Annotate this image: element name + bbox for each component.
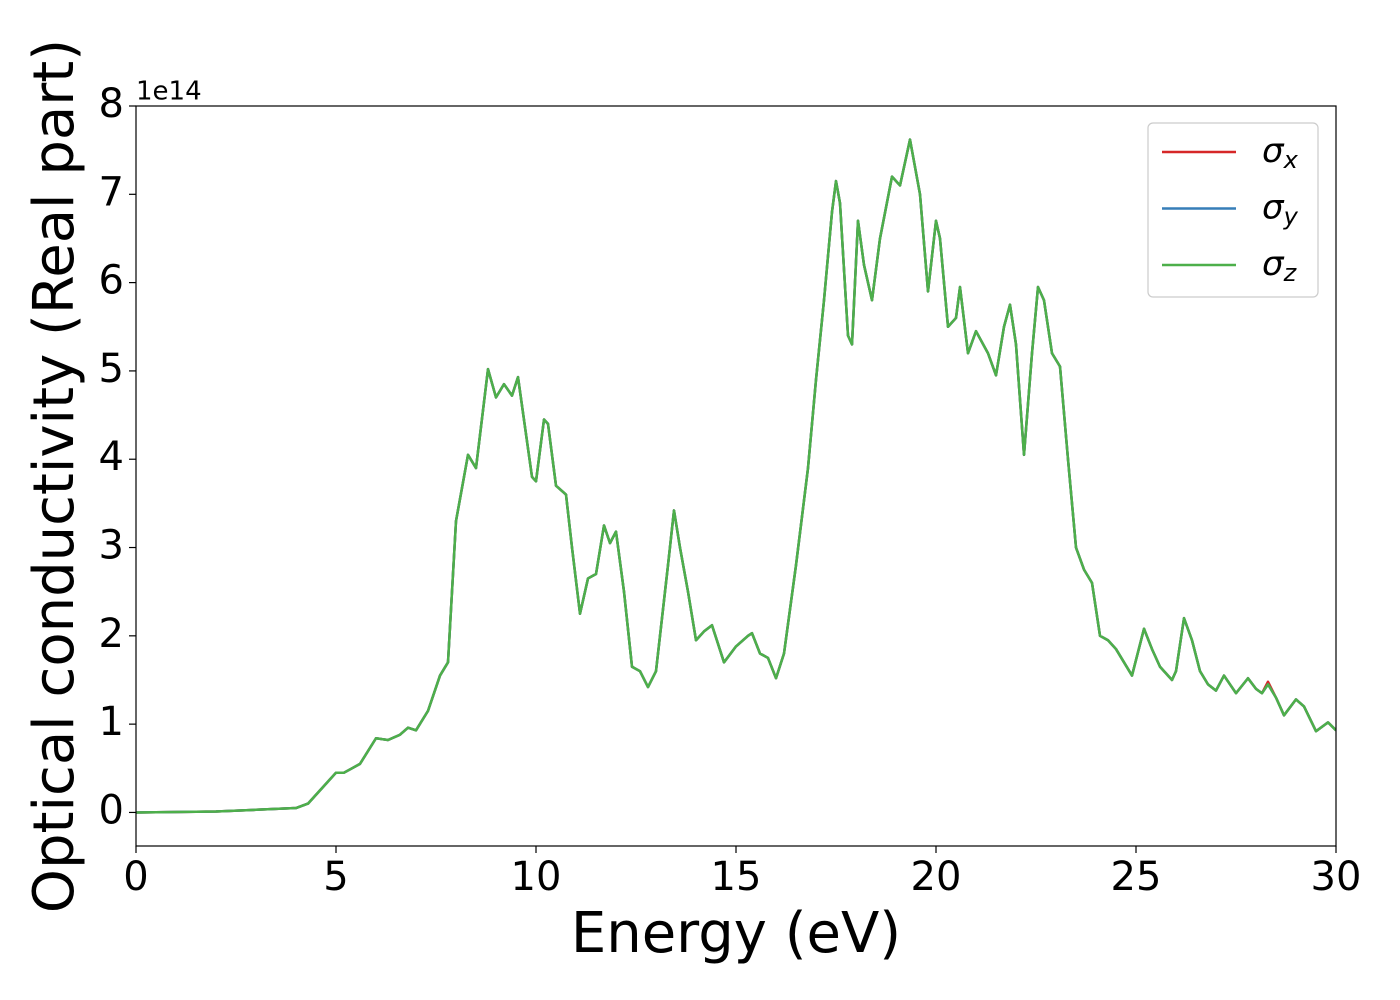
legend-label: σz bbox=[1262, 244, 1298, 288]
y-offset-label: 1e14 bbox=[136, 77, 202, 107]
legend-label: σx bbox=[1262, 131, 1299, 175]
y-tick-label: 7 bbox=[99, 169, 124, 215]
y-tick-label: 4 bbox=[99, 434, 124, 480]
plot-frame bbox=[135, 105, 1337, 847]
x-axis-label: Energy (eV) bbox=[571, 901, 901, 966]
x-tick-label: 30 bbox=[1311, 854, 1362, 900]
y-tick-label: 8 bbox=[99, 81, 124, 127]
legend-label: σy bbox=[1262, 187, 1299, 231]
x-tick-label: 5 bbox=[323, 854, 348, 900]
x-tick-label: 10 bbox=[511, 854, 562, 900]
y-tick-label: 5 bbox=[99, 346, 124, 392]
series-line bbox=[136, 138, 1336, 814]
x-tick-label: 0 bbox=[123, 854, 148, 900]
x-tick-label: 20 bbox=[911, 854, 962, 900]
y-axis-label: Optical conductivity (Real part) bbox=[22, 39, 87, 913]
y-tick-label: 0 bbox=[99, 787, 124, 833]
x-tick-label: 25 bbox=[1111, 854, 1162, 900]
y-tick-label: 6 bbox=[99, 258, 124, 304]
legend-box bbox=[1147, 122, 1319, 298]
y-tick-label: 1 bbox=[99, 699, 124, 745]
x-tick-label: 15 bbox=[711, 854, 762, 900]
y-tick-label: 2 bbox=[99, 611, 124, 657]
y-tick-label: 3 bbox=[99, 523, 124, 569]
